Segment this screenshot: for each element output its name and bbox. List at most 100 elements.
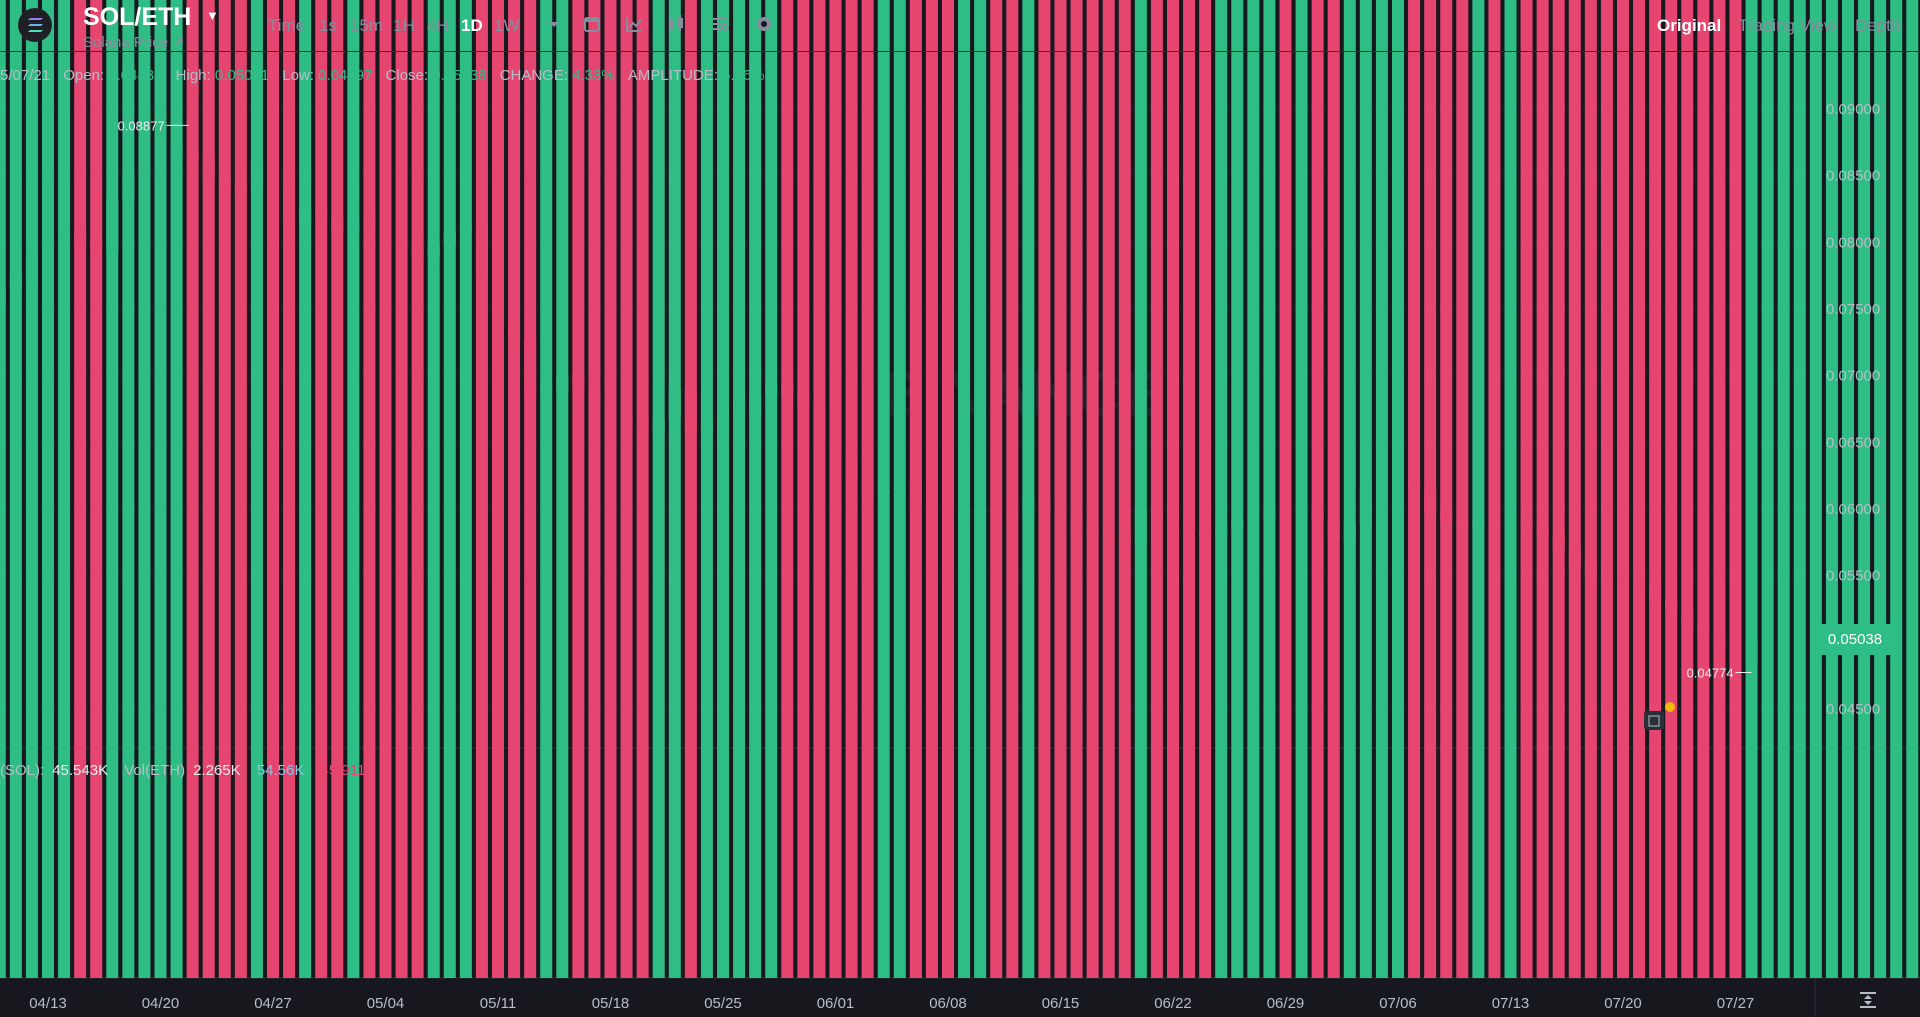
candle-body [1279,509,1292,516]
volume-bar [1199,0,1212,978]
calendar-icon[interactable] [581,13,603,35]
volume-bar [1231,0,1244,978]
interval-time[interactable]: Time [268,16,306,35]
interval-1w[interactable]: 1W [494,16,520,35]
candle-body [958,513,971,524]
volume-bar [267,0,279,978]
candle-body [942,509,954,523]
top-toolbar: SOL/ETH ▼ Solana Price ↗ Time 1s 15m 1H 4H 1D… [0,0,1920,52]
volume-bar [1568,0,1581,978]
candle-date: 5/07/21 [0,67,51,84]
candle [1504,513,1517,531]
date-tick-label: 05/18 [592,995,630,1012]
candle-body [74,234,87,243]
price-annotations: 0.08877 0.04774 [118,118,1752,680]
volume-bar [1649,0,1662,978]
candle [186,143,199,165]
candle-body [1247,517,1260,520]
candle [1311,506,1324,529]
interval-1d[interactable]: 1D [461,16,483,35]
candle-body [990,511,1003,514]
volume-bar [58,0,71,978]
candle [1633,573,1646,589]
volume-bar [363,0,376,978]
gear-icon[interactable] [753,13,775,35]
candle [1729,626,1742,663]
settings-sliders-icon[interactable] [709,13,731,35]
view-tab-original[interactable]: Original [1657,16,1722,35]
interval-15m[interactable]: 15m [350,16,384,35]
volume-bar [1263,0,1276,978]
candle-body [315,211,328,219]
volume-bar [1745,0,1758,978]
pair-title[interactable]: SOL/ETH [83,3,192,31]
candle [524,333,537,400]
candle-body [1552,533,1565,549]
candle-body [797,389,810,405]
candle-body [299,209,312,223]
candle-body [1713,635,1726,645]
candle-body [1584,565,1597,576]
volume-bar [1777,0,1790,978]
interval-1h[interactable]: 1H [393,16,415,35]
volume-bar [1633,0,1646,978]
candle-body [1359,485,1372,525]
volume-bar [717,0,729,978]
date-tick-label: 05/11 [480,995,516,1012]
candle [1215,511,1228,560]
date-tick-label: 05/04 [367,995,405,1012]
min-annotation-label: 0.04774 [1687,665,1734,680]
candle-body [588,391,601,405]
date-tick-label: 04/13 [29,995,67,1012]
candle [250,157,263,196]
alert-icon[interactable] [1644,702,1675,730]
candlestick-icon[interactable] [665,13,687,35]
candle [1392,450,1404,496]
volume-bar [331,0,344,978]
candle-body [1649,586,1662,600]
volume-bar [1617,0,1629,978]
interval-4h[interactable]: 4H [427,16,449,35]
candle-body [250,161,263,189]
date-tick-label: 06/01 [817,995,855,1012]
candle [363,207,376,235]
candle-body [1729,645,1742,657]
pair-dropdown-icon[interactable]: ▼ [206,8,219,23]
volume-bar [620,0,633,978]
candle-body [925,506,938,509]
volume-bar [1327,0,1340,978]
candle-body [1633,582,1646,587]
candle [942,495,954,529]
candle-body [1054,505,1067,525]
candle-body [604,405,617,416]
candle-body [652,421,665,435]
candle-body [684,389,697,433]
candle-body [331,218,344,232]
interval-dropdown-icon[interactable] [543,13,565,35]
ohlc-info-row: 5/07/21 Open: 0.04830 High: 0.05051 Low:… [0,67,765,84]
price-tick-label: 0.06500 [1826,434,1880,451]
candle-body [1183,522,1196,532]
volume-bar [749,0,762,978]
vol-ma-slow-value: 45.911K [320,762,376,779]
price-link[interactable]: Solana Price ↗ [83,34,185,51]
volume-bar [1488,0,1501,978]
view-tab-depth[interactable]: Depth [1855,16,1901,35]
volume-bar [781,0,794,978]
interval-1s[interactable]: 1s [319,16,337,35]
candle-body [1520,519,1533,528]
candle [877,482,890,503]
volume-bar [443,0,456,978]
indicator-chart-icon[interactable] [623,13,645,35]
volume-bar [492,0,504,978]
candle-body [1231,519,1244,529]
volume-bar [1520,0,1533,978]
candle-body [733,402,746,411]
volume-bar [250,0,263,978]
volume-bar [958,0,971,978]
candle-body [829,442,842,461]
candle-body [1440,513,1453,523]
view-tab-trading-view[interactable]: Trading View [1738,16,1837,35]
scale-toggle-icon[interactable] [1857,990,1879,1010]
